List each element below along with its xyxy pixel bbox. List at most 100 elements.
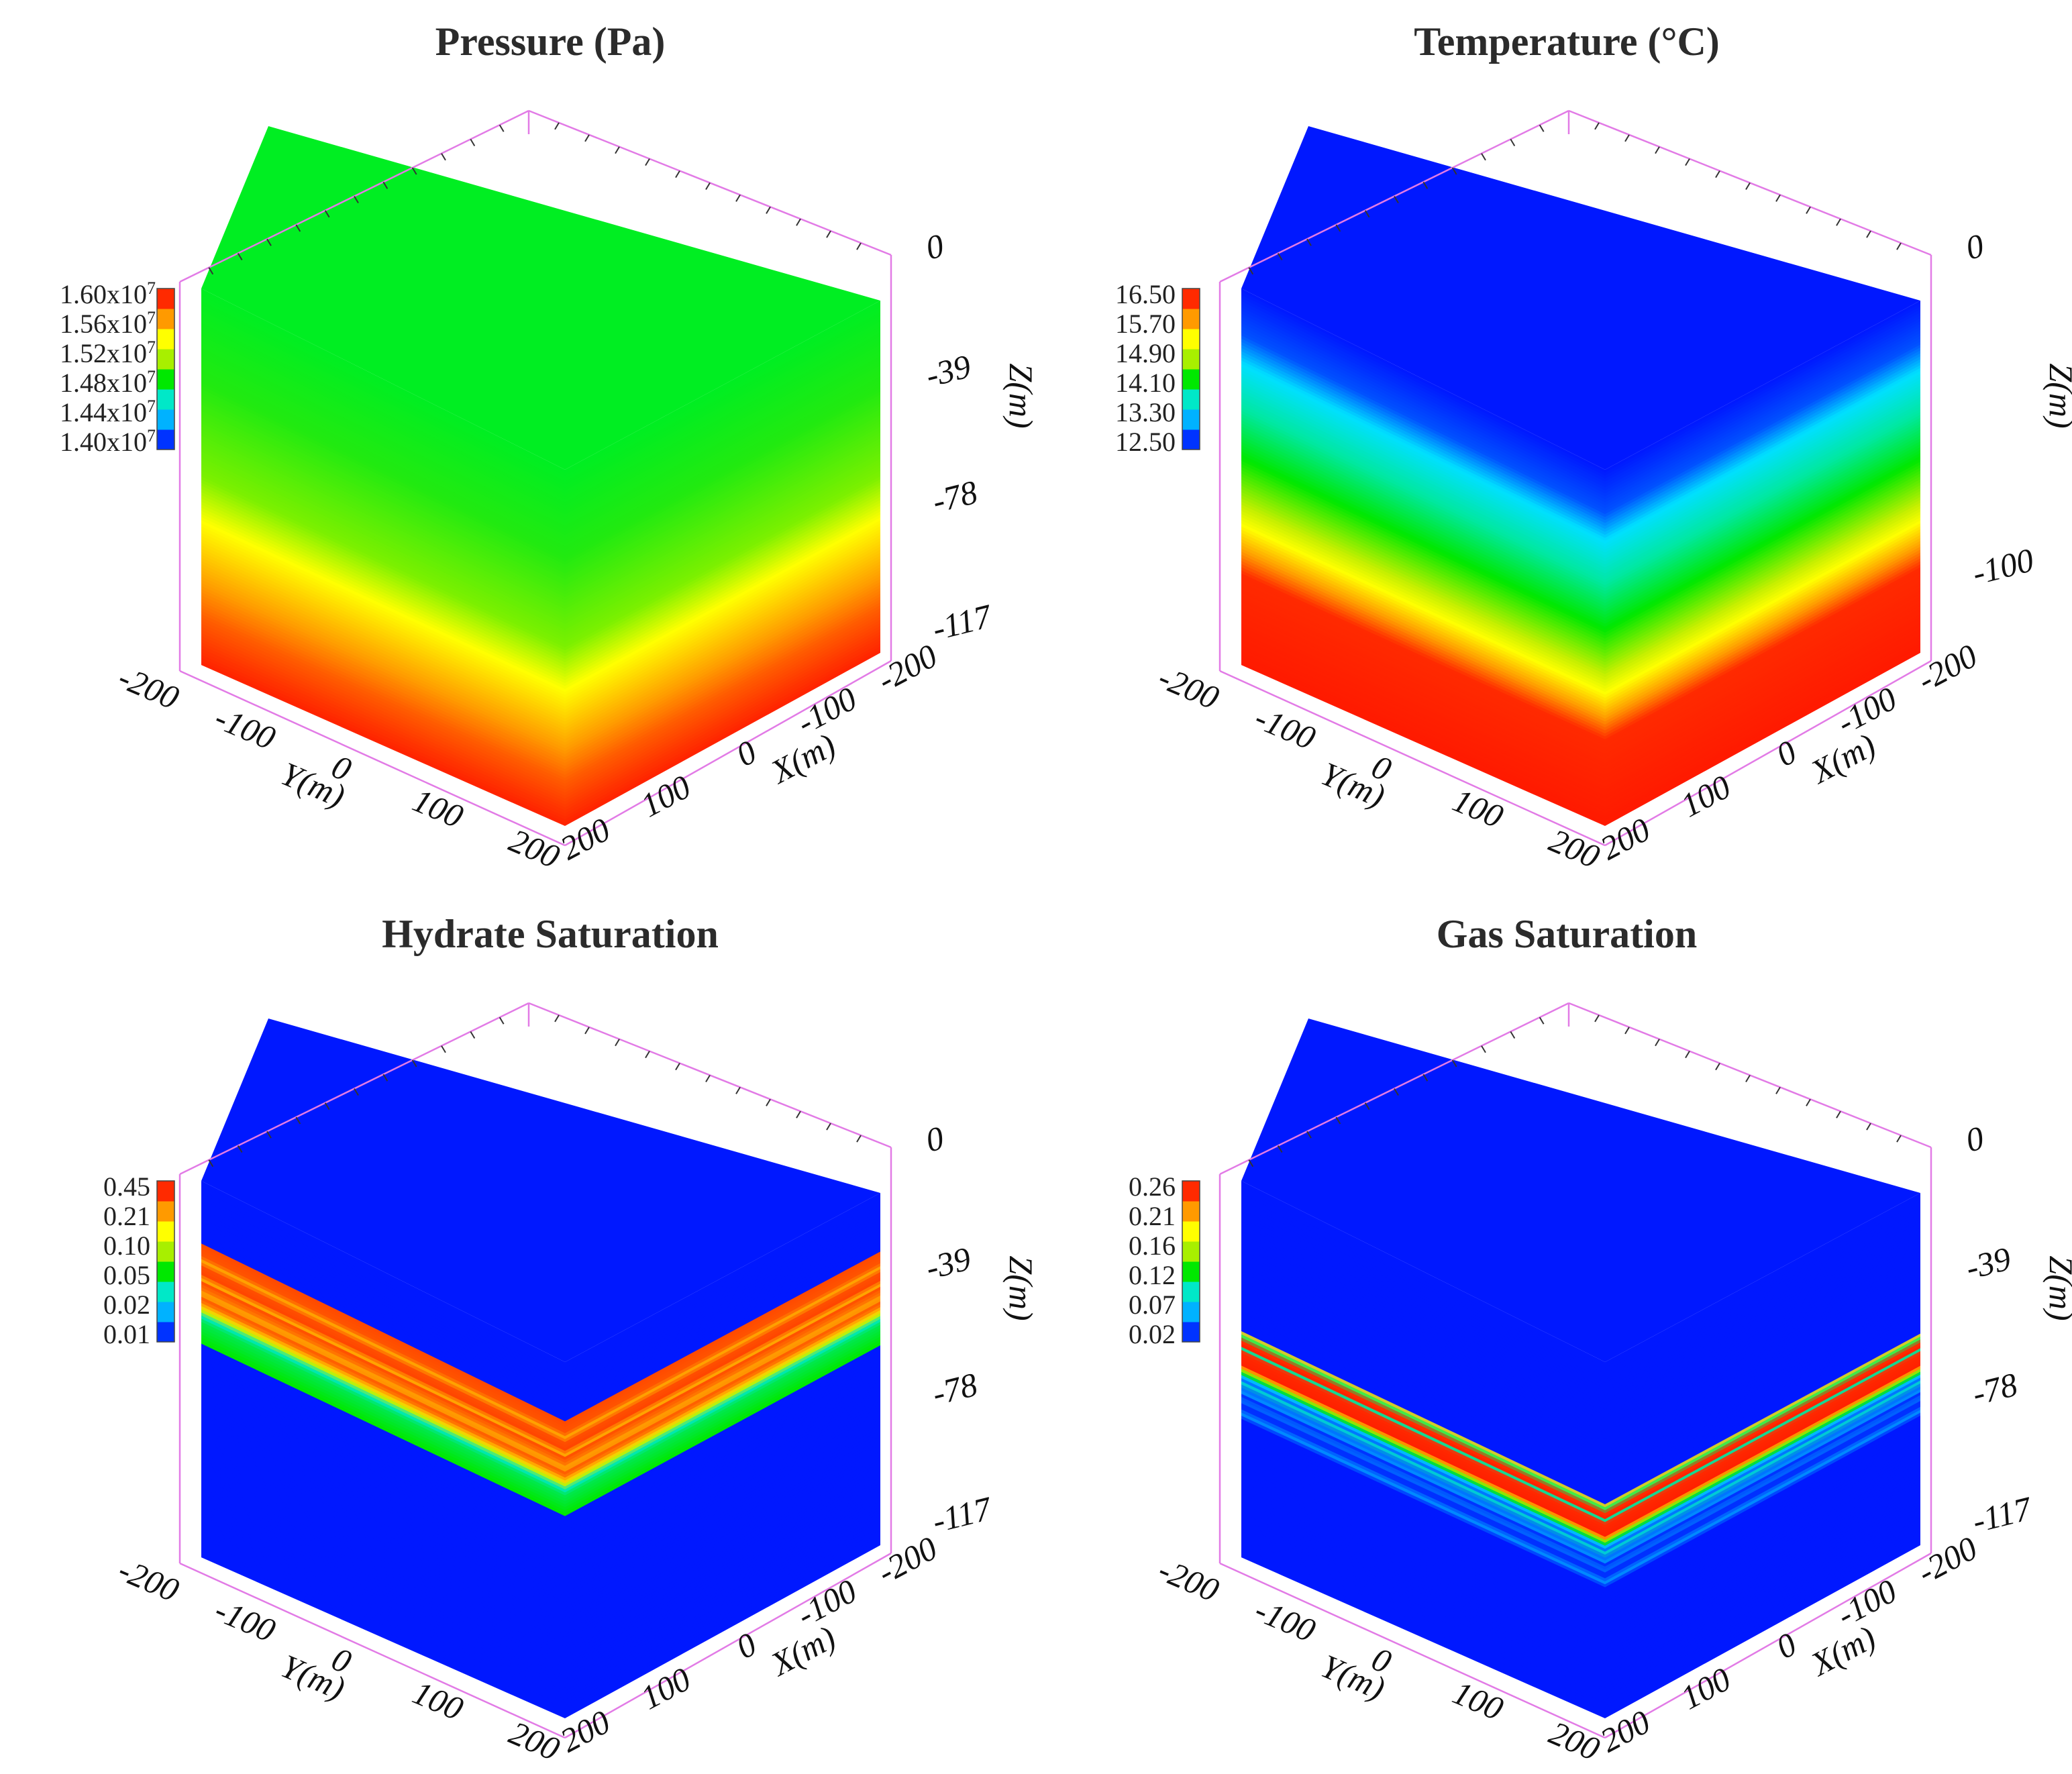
contour-band — [1605, 1538, 1920, 1716]
contour-band — [1241, 1450, 1605, 1621]
contour-band — [1605, 1295, 1920, 1470]
contour-band — [1241, 366, 1605, 547]
contour-band — [565, 1436, 880, 1612]
x-axis-label: X(m) — [1804, 1618, 1881, 1683]
frame-tick — [1594, 1014, 1600, 1023]
frame-edge — [1604, 660, 1932, 847]
contour-band — [1605, 374, 1920, 547]
z-tick-label: 0 — [922, 226, 947, 266]
contour-band — [1241, 439, 1605, 616]
contour-band — [565, 503, 880, 678]
contour-band — [1241, 1412, 1605, 1585]
contour-band — [1605, 509, 1920, 684]
contour-band — [201, 1416, 565, 1588]
contour-band — [201, 1431, 565, 1603]
contour-band — [1605, 631, 1920, 808]
contour-band — [565, 552, 880, 729]
frame-edge — [179, 670, 566, 847]
contour-band — [1241, 520, 1605, 693]
frame-tick — [1394, 195, 1399, 204]
contour-band — [565, 1498, 880, 1674]
contour-band — [565, 1462, 880, 1638]
contour-band — [1241, 1234, 1605, 1416]
contour-band — [1605, 1342, 1920, 1517]
contour-band — [1605, 511, 1920, 687]
contour-band — [1241, 539, 1605, 711]
contour-band — [565, 1363, 880, 1538]
colorbar-swatch — [157, 1241, 174, 1262]
contour-band — [1605, 338, 1920, 512]
contour-band — [1605, 537, 1920, 714]
contour-band — [1241, 420, 1605, 598]
contour-band — [1605, 1462, 1920, 1638]
x-tick-label: 0 — [730, 1625, 762, 1666]
contour-band — [1241, 558, 1605, 729]
contour-band — [201, 589, 565, 758]
contour-band — [201, 476, 565, 651]
contour-band — [1605, 517, 1920, 693]
contour-band — [565, 1524, 880, 1701]
contour-band — [1241, 1237, 1605, 1419]
contour-band — [565, 1485, 880, 1663]
contour-band — [565, 537, 880, 714]
contour-band — [1605, 485, 1920, 660]
contour-band — [565, 596, 880, 773]
frame-tick — [1451, 1059, 1457, 1067]
contour-band — [565, 1541, 880, 1719]
colorbar-swatch — [1182, 1302, 1200, 1322]
contour-band — [1241, 1334, 1605, 1511]
contour-band — [565, 456, 880, 631]
contour-band — [565, 505, 880, 681]
contour-band — [1241, 413, 1605, 592]
frame-tick — [1364, 1102, 1370, 1110]
contour-band — [1605, 356, 1920, 530]
contour-band — [1241, 364, 1605, 545]
contour-band — [201, 432, 565, 610]
frame-tick — [1836, 1110, 1841, 1118]
contour-band — [201, 1425, 565, 1597]
frame-edge — [564, 1552, 892, 1739]
contour-band — [1241, 1453, 1605, 1624]
contour-band — [1605, 353, 1920, 527]
contour-band — [565, 643, 880, 821]
contour-band — [565, 529, 880, 705]
contour-band — [1605, 514, 1920, 690]
contour-band — [565, 1371, 880, 1547]
contour-band — [565, 1339, 880, 1514]
contour-band — [1241, 313, 1605, 497]
z-axis: 0 -39 -78 -117 Z(m) — [922, 226, 1040, 647]
axes-frame — [1219, 109, 1932, 847]
y-tick-label: 100 — [1447, 781, 1508, 835]
contour-band — [201, 598, 565, 767]
contour-band — [1241, 1522, 1605, 1689]
panel-title: Gas Saturation — [1437, 912, 1697, 956]
contour-band — [201, 1190, 565, 1375]
contour-band — [1241, 323, 1605, 507]
contour-band — [1605, 1424, 1920, 1600]
colorbar: 1.60x1071.56x1071.52x1071.48x1071.44x107… — [60, 278, 175, 457]
contour-band — [1241, 582, 1605, 752]
frame-tick — [856, 1135, 862, 1143]
contour-band — [201, 1428, 565, 1600]
contour-band — [1605, 347, 1920, 521]
contour-band — [201, 420, 565, 598]
contour-band — [1605, 359, 1920, 533]
contour-band — [565, 582, 880, 758]
z-axis-label: Z(m) — [2042, 363, 2072, 428]
contour-band — [201, 1525, 565, 1692]
contour-band — [1605, 409, 1920, 583]
contour-band — [1241, 1218, 1605, 1402]
z-tick-label: -78 — [929, 473, 981, 520]
contour-band — [565, 1389, 880, 1565]
frame-tick — [1775, 1086, 1781, 1094]
contour-band — [1605, 1202, 1920, 1375]
contour-band — [1241, 505, 1605, 678]
contour-band — [1241, 1369, 1605, 1544]
contour-band — [565, 1386, 880, 1561]
contour-band — [565, 318, 880, 491]
contour-band — [201, 426, 565, 604]
frame-tick — [645, 1051, 650, 1059]
contour-band — [1241, 417, 1605, 595]
contour-band — [1241, 1541, 1605, 1707]
contour-band — [1241, 1384, 1605, 1559]
